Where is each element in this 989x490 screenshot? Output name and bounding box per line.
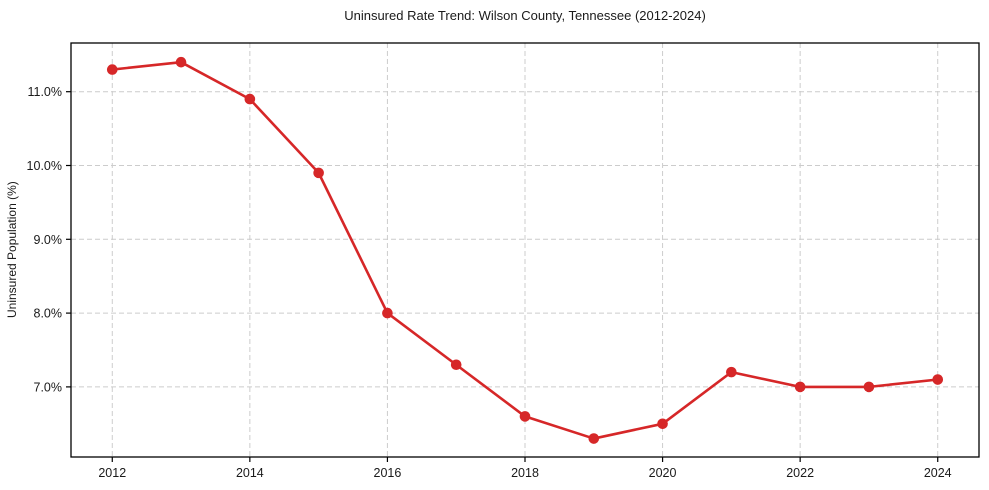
x-tick-label: 2012	[98, 466, 126, 480]
x-tick-label: 2024	[924, 466, 952, 480]
y-tick-label: 11.0%	[27, 85, 62, 99]
data-point	[863, 381, 875, 393]
y-tick-label: 8.0%	[34, 307, 63, 321]
chart-title: Uninsured Rate Trend: Wilson County, Ten…	[344, 8, 706, 23]
data-point	[726, 366, 737, 378]
data-point	[794, 381, 806, 393]
data-point	[313, 167, 324, 179]
x-tick-label: 2022	[786, 466, 814, 480]
data-point	[175, 56, 187, 68]
y-tick-label: 9.0%	[34, 233, 63, 247]
y-tick-label: 7.0%	[34, 380, 63, 394]
data-point	[106, 64, 118, 75]
data-point	[382, 307, 393, 319]
data-point	[244, 93, 256, 105]
data-point	[932, 374, 944, 385]
x-tick-label: 2020	[649, 466, 677, 480]
x-tick-label: 2016	[374, 466, 402, 480]
data-point	[588, 433, 600, 444]
data-point	[657, 418, 668, 430]
data-point	[519, 411, 531, 422]
x-tick-label: 2018	[511, 466, 539, 480]
y-axis-label: Uninsured Population (%)	[5, 181, 19, 319]
y-tick-label: 10.0%	[27, 159, 62, 173]
data-point	[450, 359, 462, 371]
x-tick-label: 2014	[236, 466, 264, 480]
plot-border	[70, 42, 980, 458]
